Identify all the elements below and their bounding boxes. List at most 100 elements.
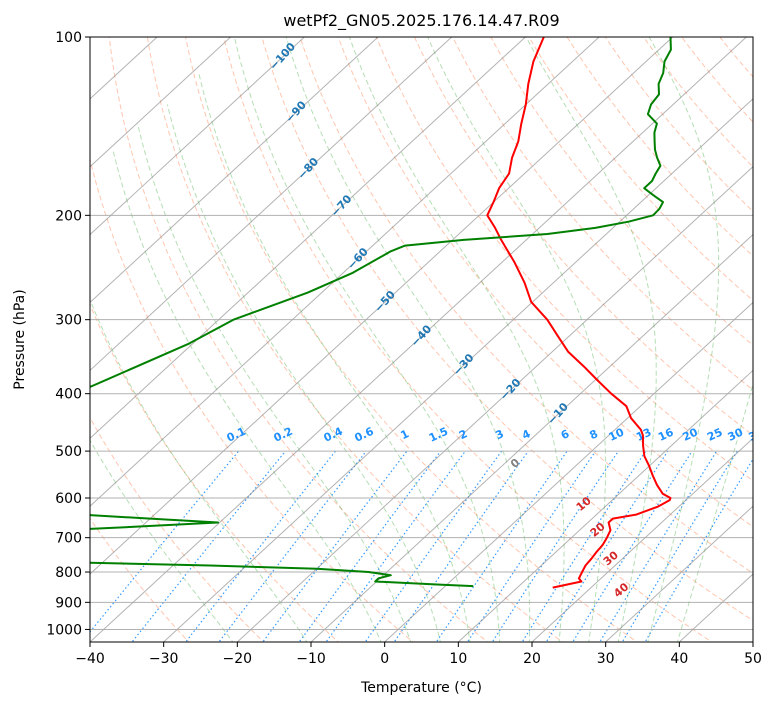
moist-adiabat-label: 20: [588, 520, 608, 540]
mixing-ratio-label: 8: [587, 427, 599, 442]
mixing-ratio-line: [491, 450, 619, 642]
y-tick-label: 700: [55, 531, 82, 547]
x-tick-label: 0: [380, 651, 389, 667]
moist-adiabat-label: 0: [508, 456, 522, 471]
x-axis: −40 −30 −20 −10 0 10 20 30 40 50: [75, 642, 762, 667]
mixing-ratio-label: 0.1: [225, 425, 248, 445]
dry-adiabat: [528, 37, 753, 302]
dry-adiabat: [747, 24, 775, 645]
mixing-ratio-label: 36: [747, 425, 767, 443]
x-tick-label: −40: [75, 651, 105, 667]
isotherm: [90, 37, 306, 236]
dry-adiabat-label: −30: [451, 351, 477, 378]
y-tick-label: 900: [55, 595, 82, 611]
dry-adiabat: [642, 37, 753, 168]
isotherm: [236, 165, 753, 642]
isotherm: [90, 37, 527, 439]
isotherm: [162, 98, 753, 642]
isotherm: [90, 37, 674, 575]
isotherm: [604, 505, 753, 642]
mixing-ratio-line: [298, 450, 442, 642]
dry-adiabat: [604, 37, 753, 213]
y-tick-label: 600: [55, 491, 82, 507]
moist-adiabat: [676, 381, 753, 642]
isotherm: [457, 369, 753, 642]
dry-adiabat: [223, 37, 713, 642]
mixing-ratio-label: 0.6: [353, 425, 376, 445]
y-tick-label: 100: [55, 30, 82, 46]
moist-adiabat: [90, 439, 234, 642]
plot-area: −100−90−80−70−60−50−40−30−20−100.1 0.2 0.4…: [90, 24, 775, 645]
mixing-ratio-line: [90, 450, 240, 633]
mixing-ratio-label: 1: [399, 427, 411, 442]
mixing-ratio-line: [393, 450, 529, 642]
temperature-trace: [486, 37, 672, 589]
y-tick-label: 1000: [46, 622, 82, 638]
mixing-ratio-line: [218, 450, 367, 642]
mixing-ratio-line: [572, 450, 693, 642]
dry-adiabat: [90, 303, 340, 642]
moist-adiabat: [233, 37, 501, 642]
mixing-ratio-line: [131, 450, 286, 642]
isotherm: [678, 573, 753, 642]
dry-adiabat-label: −100: [267, 40, 298, 73]
x-tick-label: 10: [449, 651, 467, 667]
mixing-ratio-line: [262, 450, 408, 642]
dry-adiabat-label: −60: [345, 245, 371, 272]
mixing-ratio-label: 30: [726, 425, 746, 443]
mixing-ratio-label: 1.5: [427, 425, 450, 445]
x-tick-label: 50: [744, 651, 762, 667]
moist-adiabat: [198, 72, 471, 642]
dry-adiabat: [90, 416, 265, 642]
x-tick-label: 40: [670, 651, 688, 667]
x-axis-label: Temperature (°C): [360, 680, 482, 696]
moist-adiabat-label: 10: [574, 494, 594, 514]
mixing-ratio-line: [466, 450, 597, 642]
dry-adiabat-label: −10: [545, 400, 571, 427]
moist-adiabat: [348, 37, 565, 642]
plot-frame: [89, 36, 754, 643]
mixing-ratio-label: 25: [705, 426, 724, 444]
mixing-ratio-label: 6: [559, 427, 572, 442]
dry-adiabat: [185, 37, 638, 642]
y-axis: 100 200 300 400 500 600 700 800 900 1000: [46, 30, 90, 638]
dry-adiabat-label: −50: [372, 288, 398, 315]
mixing-ratio-line: [644, 458, 753, 642]
isotherm: [90, 37, 600, 507]
mixing-ratio-line: [621, 450, 738, 642]
dry-adiabat: [337, 37, 753, 528]
dry-adiabat: [413, 37, 753, 436]
mixing-ratio-label: 0.2: [272, 425, 295, 445]
x-tick-label: 30: [597, 651, 615, 667]
mixing-ratio-line: [599, 450, 718, 642]
dry-adiabat-label: −40: [408, 322, 434, 349]
isotherm: [90, 37, 748, 642]
isotherm: [90, 37, 232, 168]
mixing-ratio-label: 0.4: [322, 425, 345, 445]
moist-adiabat-label: 40: [611, 580, 631, 600]
mixing-ratio-label: 3: [493, 427, 505, 442]
isotherm: [310, 233, 753, 642]
dry-adiabat: [490, 37, 753, 346]
moist-adiabat: [137, 123, 412, 642]
isotherm: [531, 437, 753, 642]
mixing-ratio-label: 20: [681, 425, 701, 443]
y-tick-label: 300: [55, 313, 82, 329]
x-tick-label: −30: [149, 651, 179, 667]
isotherm: [90, 37, 453, 372]
isotherm: [383, 301, 753, 642]
y-tick-label: 800: [55, 565, 82, 581]
x-tick-label: 20: [523, 651, 541, 667]
mixing-ratio-line: [545, 450, 669, 642]
y-tick-label: 500: [55, 444, 82, 460]
x-tick-label: −20: [223, 651, 253, 667]
y-tick-label: 200: [55, 208, 82, 224]
moist-adiabat: [427, 37, 607, 642]
dry-adiabat: [299, 37, 753, 574]
isotherm: [752, 641, 753, 642]
moist-adiabat: [166, 104, 441, 642]
mixing-ratio-line: [325, 450, 466, 642]
mixing-ratio-label: 16: [656, 425, 676, 443]
mixing-ratio-line: [435, 450, 568, 642]
